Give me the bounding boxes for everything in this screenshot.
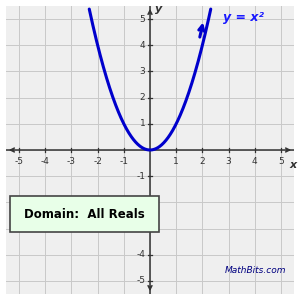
Text: -5: -5 — [136, 276, 145, 285]
Text: 4: 4 — [252, 157, 257, 166]
Text: -1: -1 — [136, 172, 145, 181]
Text: 1: 1 — [173, 157, 179, 166]
Text: -3: -3 — [136, 224, 145, 233]
Text: 3: 3 — [140, 67, 145, 76]
Text: Domain:  All Reals: Domain: All Reals — [24, 208, 145, 220]
Text: MathBits.com: MathBits.com — [225, 266, 286, 275]
Text: -1: -1 — [119, 157, 128, 166]
Text: 5: 5 — [278, 157, 284, 166]
Text: -3: -3 — [67, 157, 76, 166]
FancyBboxPatch shape — [10, 196, 159, 232]
Text: 1: 1 — [140, 119, 145, 128]
Text: -2: -2 — [136, 198, 145, 207]
Text: y: y — [155, 4, 162, 14]
Text: x: x — [289, 160, 296, 170]
Text: 5: 5 — [140, 15, 145, 24]
Text: 4: 4 — [140, 41, 145, 50]
Text: -2: -2 — [93, 157, 102, 166]
Text: y = x²: y = x² — [223, 11, 264, 24]
Text: -4: -4 — [136, 250, 145, 259]
Text: 2: 2 — [200, 157, 205, 166]
Text: 3: 3 — [226, 157, 231, 166]
Text: 2: 2 — [140, 93, 145, 102]
Text: -5: -5 — [15, 157, 24, 166]
Text: -4: -4 — [41, 157, 50, 166]
